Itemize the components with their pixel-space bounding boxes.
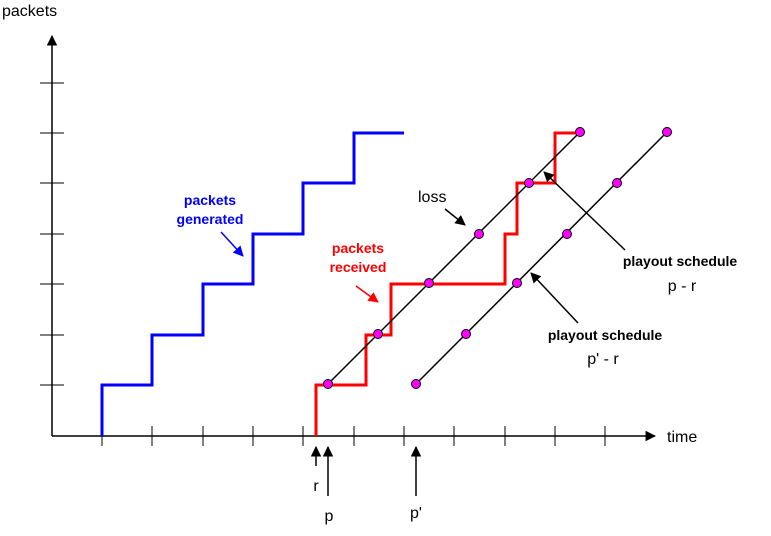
packets-generated-arrow (220, 231, 244, 257)
p-marker-label: p (325, 508, 334, 525)
packets-received-label-2: received (330, 259, 387, 275)
packets-received-arrow (355, 285, 379, 303)
playout-schedule-1-formula: p - r (668, 278, 697, 295)
packets-generated-label-2: generated (177, 211, 244, 227)
r-marker-label: r (313, 478, 319, 495)
x-ticks (101, 426, 606, 446)
playout-schedule-2-title: playout schedule (548, 327, 663, 343)
playout-schedule-line-1 (327, 131, 581, 385)
playout-points-2 (411, 127, 672, 389)
playout-schedule-1-title: playout schedule (623, 253, 738, 269)
playout-schedule-2-formula: p' - r (587, 351, 619, 368)
playout-schedule-2-arrow (530, 272, 579, 324)
y-axis-label: packets (2, 3, 57, 20)
p-prime-marker-label: p' (410, 505, 422, 522)
packets-generated-line (100, 131, 404, 436)
loss-arrow (444, 208, 466, 226)
packets-generated-label-1: packets (184, 192, 236, 208)
x-axis-label: time (667, 429, 697, 446)
y-ticks (40, 82, 64, 386)
packets-received-line (314, 131, 580, 436)
loss-label: loss (418, 189, 446, 206)
playout-schedule-1-arrow (543, 171, 626, 251)
playout-points-1 (323, 127, 585, 389)
playout-schedule-line-2 (415, 131, 668, 385)
packets-received-label-1: packets (332, 240, 384, 256)
